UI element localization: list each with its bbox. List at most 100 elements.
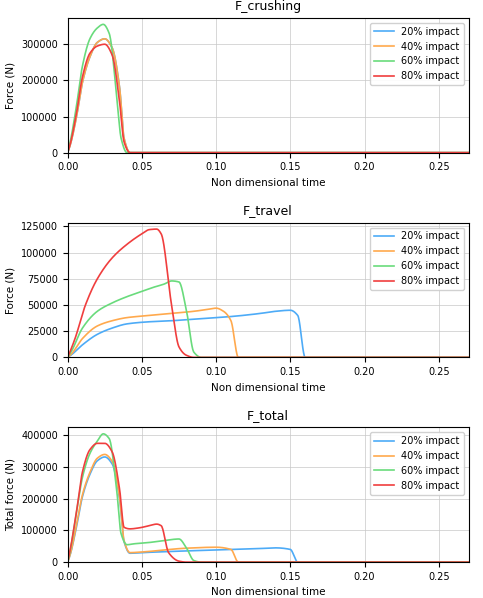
60% impact — [341, 354, 346, 361]
80% impact — [65, 559, 71, 566]
40% impact — [227, 149, 233, 156]
20% impact — [106, 456, 112, 463]
60% impact — [242, 149, 247, 156]
60% impact — [378, 559, 384, 566]
80% impact — [466, 149, 471, 156]
60% impact — [466, 149, 471, 156]
80% impact — [385, 149, 391, 156]
60% impact — [242, 559, 247, 566]
80% impact — [101, 41, 107, 48]
80% impact — [65, 149, 71, 156]
40% impact — [242, 559, 247, 566]
Title: F_crushing: F_crushing — [235, 0, 301, 13]
40% impact — [101, 451, 107, 458]
Y-axis label: Force (N): Force (N) — [5, 267, 15, 313]
X-axis label: Non dimensional time: Non dimensional time — [211, 383, 326, 393]
80% impact — [385, 354, 391, 361]
60% impact — [466, 354, 471, 361]
20% impact — [106, 326, 112, 333]
40% impact — [378, 149, 384, 156]
40% impact — [385, 149, 391, 156]
40% impact — [106, 39, 112, 46]
60% impact — [385, 149, 391, 156]
20% impact — [65, 354, 71, 361]
Line: 80% impact: 80% impact — [68, 44, 469, 152]
40% impact — [466, 354, 471, 361]
20% impact — [242, 149, 247, 156]
Y-axis label: Total force (N): Total force (N) — [5, 458, 15, 531]
60% impact — [227, 559, 233, 566]
80% impact — [341, 559, 346, 566]
80% impact — [106, 258, 112, 266]
40% impact — [242, 354, 247, 361]
Legend: 20% impact, 40% impact, 60% impact, 80% impact: 20% impact, 40% impact, 60% impact, 80% … — [370, 432, 464, 495]
20% impact — [242, 545, 247, 553]
20% impact — [385, 149, 391, 156]
60% impact — [106, 29, 112, 36]
60% impact — [242, 354, 247, 361]
20% impact — [466, 149, 471, 156]
60% impact — [341, 559, 346, 566]
80% impact — [227, 149, 233, 156]
80% impact — [106, 45, 112, 52]
Line: 60% impact: 60% impact — [68, 434, 469, 562]
20% impact — [101, 453, 107, 460]
40% impact — [385, 559, 391, 566]
20% impact — [65, 559, 71, 566]
60% impact — [106, 435, 112, 442]
Line: 40% impact: 40% impact — [68, 308, 469, 358]
60% impact — [100, 430, 106, 437]
20% impact — [65, 149, 71, 156]
20% impact — [287, 307, 293, 314]
20% impact — [466, 559, 471, 566]
80% impact — [242, 354, 247, 361]
Line: 80% impact: 80% impact — [68, 443, 469, 562]
40% impact — [242, 149, 247, 156]
60% impact — [65, 354, 71, 361]
Y-axis label: Force (N): Force (N) — [5, 62, 15, 109]
40% impact — [378, 559, 384, 566]
Line: 40% impact: 40% impact — [68, 39, 469, 152]
80% impact — [341, 149, 346, 156]
60% impact — [227, 354, 233, 361]
Title: F_travel: F_travel — [243, 205, 293, 217]
80% impact — [65, 354, 71, 361]
80% impact — [242, 559, 247, 566]
80% impact — [227, 559, 233, 566]
40% impact — [106, 453, 112, 460]
X-axis label: Non dimensional time: Non dimensional time — [211, 178, 326, 188]
80% impact — [466, 354, 471, 361]
80% impact — [378, 559, 384, 566]
40% impact — [341, 149, 346, 156]
40% impact — [341, 354, 346, 361]
80% impact — [227, 354, 233, 361]
20% impact — [242, 312, 247, 319]
60% impact — [378, 354, 384, 361]
40% impact — [106, 318, 112, 325]
60% impact — [466, 559, 471, 566]
20% impact — [341, 559, 346, 566]
Legend: 20% impact, 40% impact, 60% impact, 80% impact: 20% impact, 40% impact, 60% impact, 80% … — [370, 23, 464, 85]
40% impact — [213, 304, 219, 312]
40% impact — [466, 149, 471, 156]
40% impact — [466, 559, 471, 566]
60% impact — [100, 21, 106, 28]
Line: 20% impact: 20% impact — [68, 39, 469, 152]
40% impact — [227, 316, 233, 323]
80% impact — [378, 149, 384, 156]
40% impact — [385, 354, 391, 361]
80% impact — [242, 149, 247, 156]
40% impact — [227, 545, 233, 553]
80% impact — [106, 443, 112, 450]
20% impact — [341, 354, 346, 361]
60% impact — [385, 559, 391, 566]
20% impact — [378, 354, 384, 361]
60% impact — [65, 559, 71, 566]
80% impact — [341, 354, 346, 361]
20% impact — [227, 149, 233, 156]
20% impact — [385, 559, 391, 566]
60% impact — [341, 149, 346, 156]
40% impact — [341, 559, 346, 566]
20% impact — [378, 149, 384, 156]
X-axis label: Non dimensional time: Non dimensional time — [211, 587, 326, 597]
